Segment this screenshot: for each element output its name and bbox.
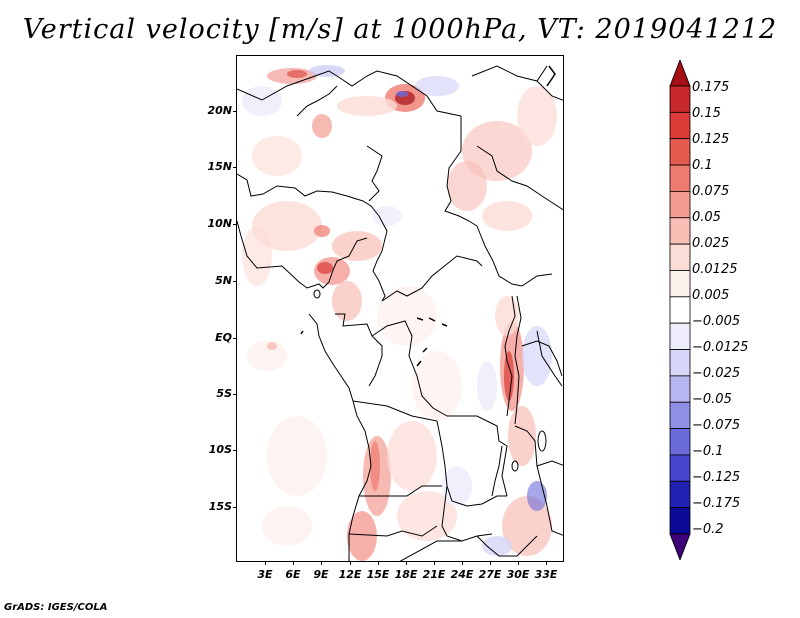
colorbar-label: 0.15	[692, 106, 721, 121]
lon-label-24e: 24E	[450, 568, 474, 581]
lat-tick	[233, 338, 237, 339]
lon-tick	[378, 561, 379, 565]
colorbar-label: 0.075	[692, 184, 730, 199]
lat-tick	[233, 167, 237, 168]
lon-tick	[350, 561, 351, 565]
colorbar-swatch	[669, 507, 691, 535]
lat-tick	[233, 111, 237, 112]
lat-tick	[233, 224, 237, 225]
colorbar-label: 0.175	[692, 80, 730, 95]
colorbar	[669, 60, 691, 560]
colorbar-label: −0.025	[692, 366, 741, 381]
map-title: Vertical velocity [m/s] at 1000hPa, VT: …	[22, 14, 778, 45]
colorbar-label: −0.05	[692, 392, 732, 407]
colorbar-label: −0.175	[692, 496, 741, 511]
velocity-field	[242, 65, 557, 561]
lat-tick	[233, 281, 237, 282]
lon-tick	[321, 561, 322, 565]
lat-label-15n: 15N	[207, 160, 232, 173]
lon-label-18e: 18E	[394, 568, 418, 581]
colorbar-min-arrow	[669, 533, 691, 560]
coastlines-and-borders	[237, 65, 563, 561]
colorbar-swatch	[669, 375, 691, 403]
lon-label-3e: 3E	[257, 568, 273, 581]
lon-label-12e: 12E	[338, 568, 362, 581]
colorbar-label: 0.05	[692, 210, 721, 225]
colorbar-label: −0.005	[692, 314, 741, 329]
lon-tick	[518, 561, 519, 565]
colorbar-swatch	[669, 243, 691, 271]
lat-label-eq: EQ	[215, 331, 232, 344]
lon-tick	[434, 561, 435, 565]
colorbar-label: −0.0125	[692, 340, 749, 355]
lat-label-10n: 10N	[207, 217, 232, 230]
colorbar-swatch	[669, 428, 691, 456]
colorbar-label: 0.0125	[692, 262, 738, 277]
lon-tick	[293, 561, 294, 565]
lat-tick	[233, 450, 237, 451]
colorbar-label: −0.125	[692, 470, 741, 485]
colorbar-swatch	[669, 480, 691, 509]
lon-tick	[406, 561, 407, 565]
lon-tick	[490, 561, 491, 565]
colorbar-label: −0.075	[692, 418, 741, 433]
colorbar-label: 0.125	[692, 132, 730, 147]
colorbar-label: 0.025	[692, 236, 730, 251]
lon-label-15e: 15E	[366, 568, 390, 581]
lon-label-30e: 30E	[506, 568, 530, 581]
colorbar-swatch	[669, 138, 691, 166]
colorbar-label: −0.2	[692, 522, 724, 537]
colorbar-swatch	[669, 111, 691, 140]
grads-credit: GrADS: IGES/COLA	[4, 602, 108, 613]
colorbar-swatch	[669, 270, 691, 298]
lon-label-21e: 21E	[422, 568, 446, 581]
colorbar-swatch	[669, 217, 691, 245]
lon-tick	[462, 561, 463, 565]
colorbar-swatch	[669, 401, 691, 429]
colorbar-swatch	[669, 191, 691, 219]
lat-tick	[233, 507, 237, 508]
colorbar-swatch	[669, 322, 691, 350]
colorbar-label: 0.1	[692, 158, 713, 173]
colorbar-swatch	[669, 349, 691, 377]
colorbar-label: 0.005	[692, 288, 730, 303]
lat-label-15s: 15S	[208, 500, 232, 513]
lat-label-10s: 10S	[208, 443, 232, 456]
lat-label-5n: 5N	[215, 274, 232, 287]
colorbar-label: −0.1	[692, 444, 724, 459]
lon-label-27e: 27E	[478, 568, 502, 581]
colorbar-swatch	[669, 454, 691, 482]
lat-tick	[233, 394, 237, 395]
colorbar-swatch	[669, 85, 691, 113]
colorbar-swatch	[669, 296, 691, 324]
map-panel	[236, 55, 564, 562]
colorbar-swatch	[669, 164, 691, 192]
colorbar-max-arrow	[669, 60, 691, 87]
lon-tick	[546, 561, 547, 565]
lon-label-9e: 9E	[313, 568, 329, 581]
vertical-velocity-map	[237, 65, 563, 561]
lat-label-20n: 20N	[207, 104, 232, 117]
lon-label-33e: 33E	[534, 568, 558, 581]
lon-label-6e: 6E	[285, 568, 301, 581]
lon-tick	[265, 561, 266, 565]
lat-label-5s: 5S	[216, 387, 232, 400]
